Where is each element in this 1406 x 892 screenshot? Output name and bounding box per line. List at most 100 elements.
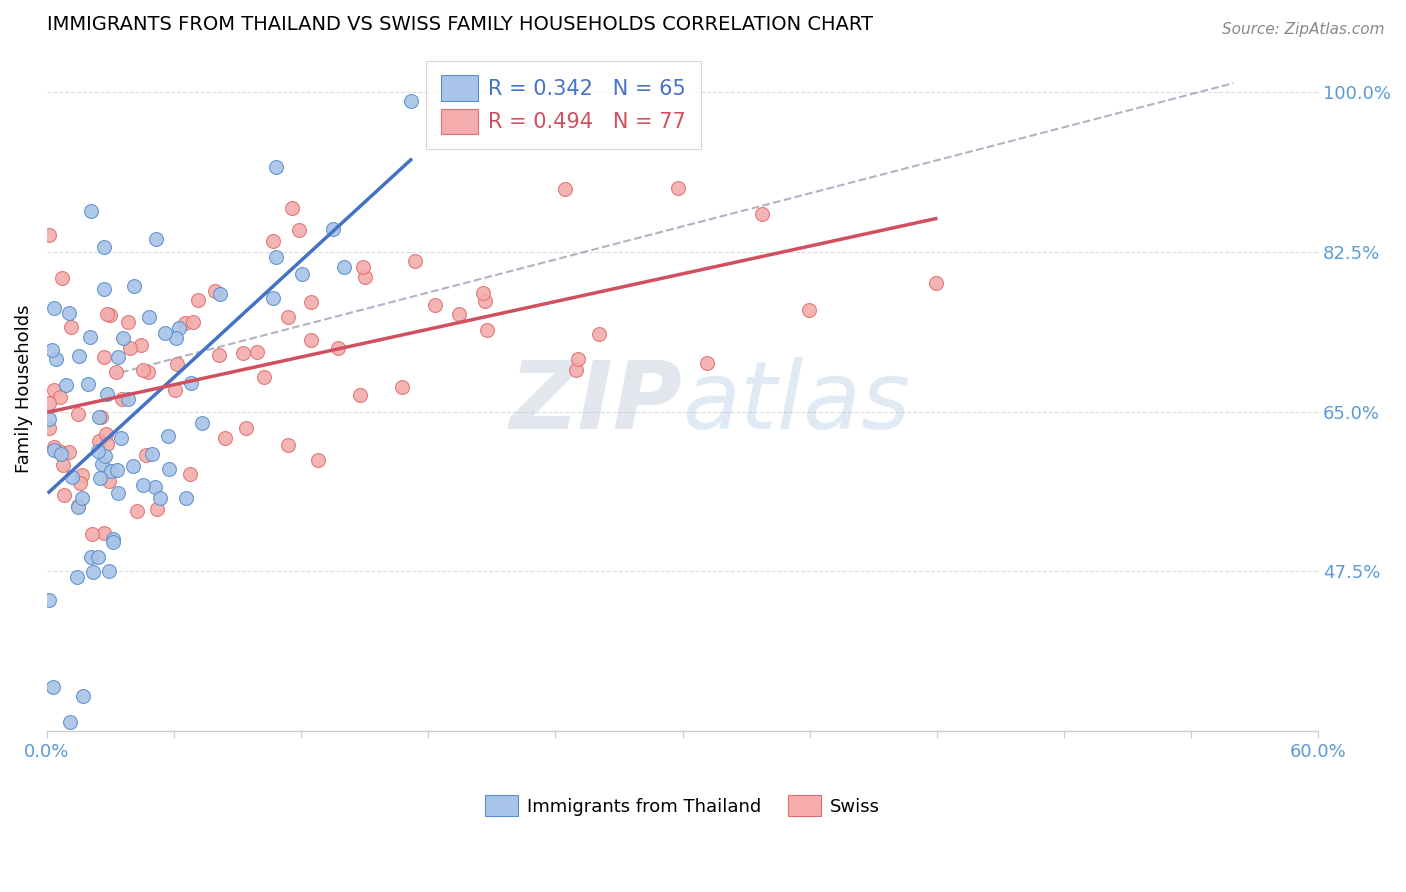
Point [79, 330, 101, 344]
Point [60, 470, 83, 484]
Point [141, 447, 163, 461]
Point [100, 464, 122, 478]
Point [38, 227, 60, 242]
Point [107, 350, 129, 364]
Point [42, 441, 65, 455]
Point [797, 302, 820, 317]
Point [104, 365, 127, 379]
Point [666, 180, 689, 194]
Point [399, 95, 422, 109]
Point [423, 298, 446, 312]
Point [72, 690, 94, 704]
Point [264, 250, 287, 264]
Point [107, 486, 129, 500]
Point [118, 341, 141, 355]
Point [751, 206, 773, 220]
Point [138, 310, 160, 324]
Point [82, 565, 104, 579]
Point [136, 365, 159, 379]
Point [153, 326, 176, 340]
Point [42, 680, 65, 694]
Point [66, 499, 89, 513]
Point [49, 445, 72, 459]
Point [96, 387, 118, 401]
Point [149, 491, 172, 505]
Point [87, 434, 110, 448]
Point [129, 337, 152, 351]
Point [101, 535, 124, 549]
Point [87, 444, 110, 458]
Point [103, 533, 125, 547]
Point [58, 306, 80, 320]
Point [163, 384, 186, 398]
Point [67, 407, 90, 421]
Point [332, 260, 354, 274]
Point [349, 387, 371, 401]
Point [117, 392, 139, 406]
Point [299, 294, 322, 309]
Point [235, 421, 257, 435]
Point [157, 429, 180, 443]
Point [159, 462, 181, 476]
Point [96, 436, 118, 450]
Point [132, 477, 155, 491]
Point [262, 234, 284, 248]
Point [89, 471, 111, 485]
Point [554, 182, 576, 196]
Point [135, 448, 157, 462]
Point [80, 549, 103, 564]
Point [67, 349, 90, 363]
Point [93, 240, 115, 254]
Point [253, 370, 276, 384]
Text: Source: ZipAtlas.com: Source: ZipAtlas.com [1222, 22, 1385, 37]
Point [52, 488, 75, 502]
Point [44, 383, 66, 397]
Point [183, 315, 205, 329]
Point [124, 279, 146, 293]
Point [262, 291, 284, 305]
Point [307, 452, 329, 467]
Point [326, 341, 349, 355]
Point [97, 474, 120, 488]
Point [59, 714, 82, 729]
Point [38, 412, 60, 426]
Text: IMMIGRANTS FROM THAILAND VS SWISS FAMILY HOUSEHOLDS CORRELATION CHART: IMMIGRANTS FROM THAILAND VS SWISS FAMILY… [46, 15, 873, 34]
Point [38, 593, 60, 607]
Point [588, 327, 610, 342]
Point [143, 480, 166, 494]
Point [97, 564, 120, 578]
Point [299, 333, 322, 347]
Point [447, 307, 470, 321]
Point [277, 438, 299, 452]
Point [38, 396, 60, 410]
Point [174, 316, 197, 330]
Point [38, 421, 60, 435]
Point [472, 285, 495, 300]
Point [146, 502, 169, 516]
Point [80, 527, 103, 541]
Point [696, 356, 718, 370]
Point [93, 525, 115, 540]
Point [121, 459, 143, 474]
Point [89, 409, 111, 424]
Point [176, 491, 198, 505]
Point [51, 271, 73, 285]
Point [232, 346, 254, 360]
Point [145, 232, 167, 246]
Text: ZIP: ZIP [509, 357, 682, 449]
Point [80, 204, 103, 219]
Point [214, 431, 236, 445]
Point [291, 267, 314, 281]
Point [208, 348, 231, 362]
Point [322, 222, 344, 236]
Legend: Immigrants from Thailand, Swiss: Immigrants from Thailand, Swiss [478, 788, 887, 823]
Point [93, 283, 115, 297]
Point [96, 306, 118, 320]
Point [98, 308, 121, 322]
Point [132, 362, 155, 376]
Point [179, 467, 201, 482]
Point [90, 457, 112, 471]
Point [90, 410, 112, 425]
Point [187, 293, 209, 307]
Point [66, 570, 89, 584]
